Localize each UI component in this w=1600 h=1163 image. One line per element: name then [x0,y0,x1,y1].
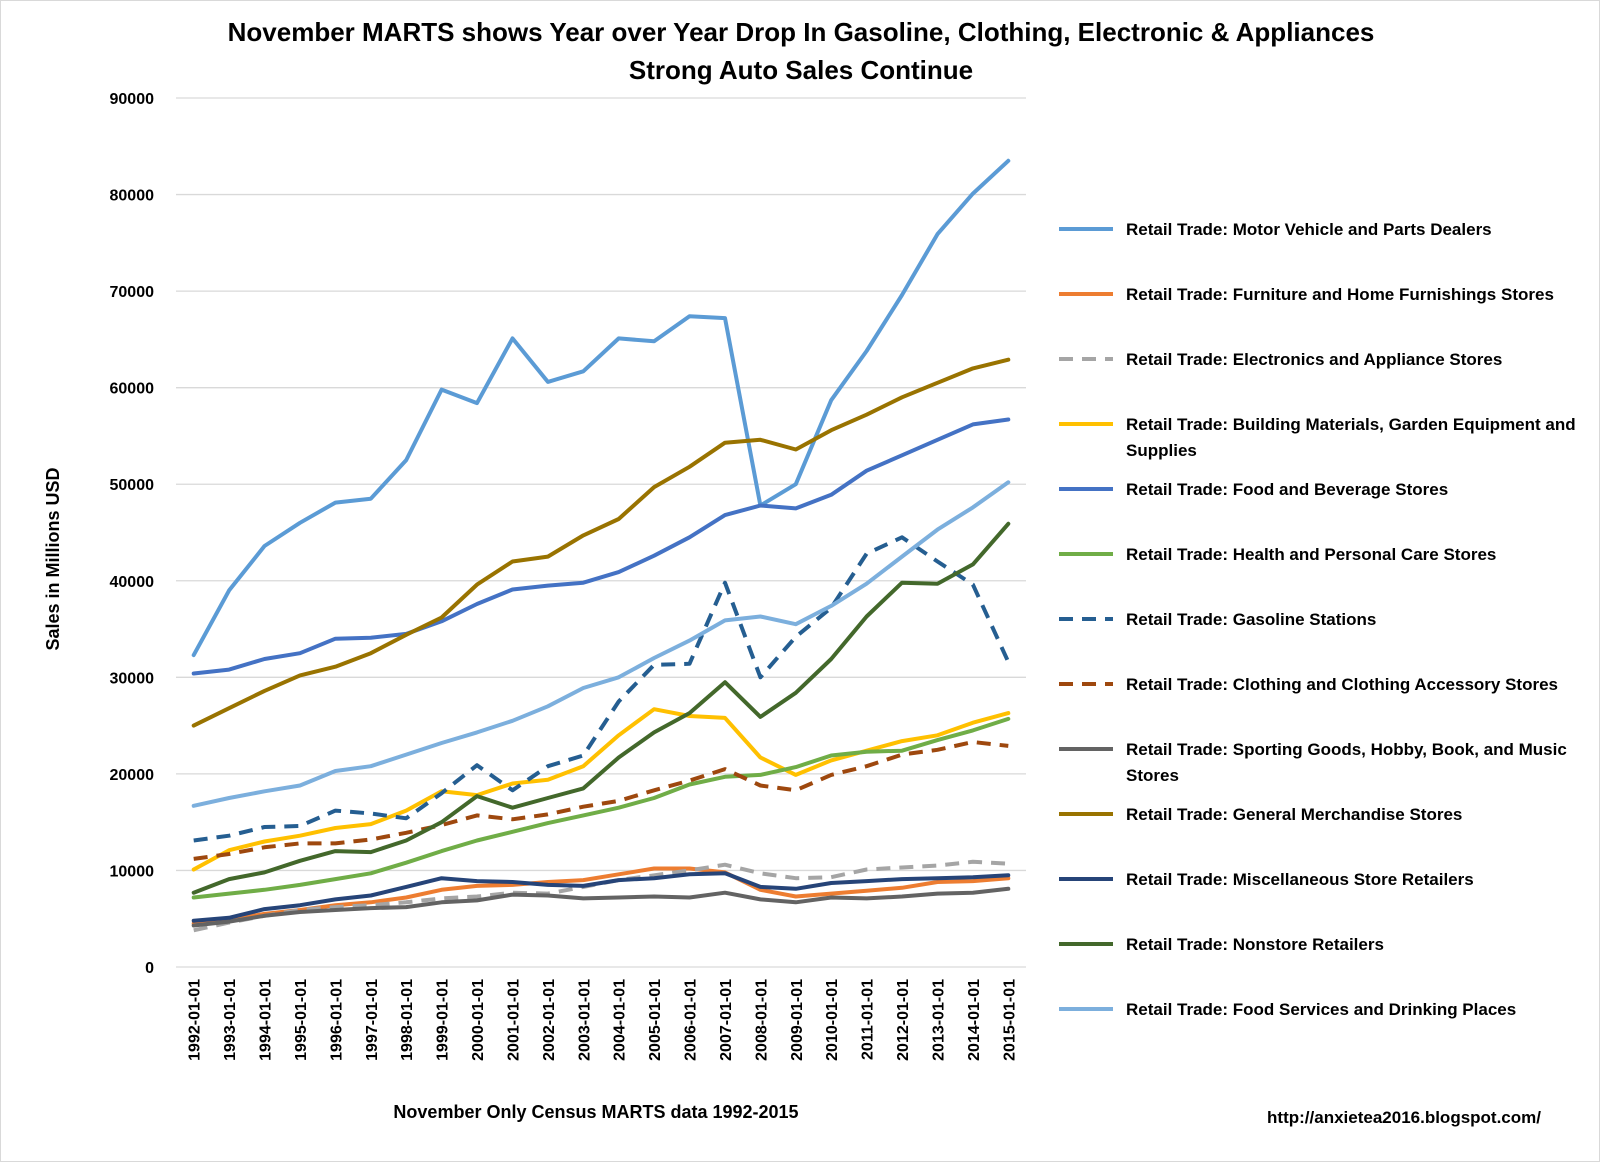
y-tick-label: 50000 [110,477,155,494]
x-tick-label: 2006-01-01 [683,979,700,1061]
x-tick-label: 1992-01-01 [187,979,204,1061]
legend-label: Retail Trade: Clothing and Clothing Acce… [1126,675,1558,694]
x-tick-label: 1993-01-01 [222,979,239,1061]
x-tick-label: 2010-01-01 [824,979,841,1061]
y-tick-label: 0 [145,960,154,977]
series-line [191,707,1011,872]
y-tick-label: 10000 [110,863,155,880]
y-axis-title: Sales in Millions USD [43,467,63,650]
legend-label: Retail Trade: Food Services and Drinking… [1126,1000,1516,1019]
series-line [191,521,1011,895]
x-tick-label: 1996-01-01 [328,979,345,1061]
x-tick-label: 2009-01-01 [789,979,806,1061]
x-tick-label: 2012-01-01 [895,979,912,1061]
legend: Retail Trade: Motor Vehicle and Parts De… [1059,220,1576,1019]
legend-label: Retail Trade: Gasoline Stations [1126,610,1376,629]
y-tick-label: 90000 [110,91,155,108]
x-tick-label: 2001-01-01 [505,979,522,1061]
series-line [193,740,1009,861]
legend-label: Retail Trade: Health and Personal Care S… [1126,545,1496,564]
x-tick-label: 1998-01-01 [399,979,416,1061]
series-line [191,480,1011,808]
legend-label: Retail Trade: Food and Beverage Stores [1126,480,1448,499]
series-line [191,357,1011,728]
y-tick-label: 40000 [110,574,155,591]
x-tick-label: 1997-01-01 [364,979,381,1061]
legend-label: Retail Trade: Motor Vehicle and Parts De… [1126,220,1492,239]
x-tick-label: 2005-01-01 [647,979,664,1061]
series-line [193,535,1011,843]
x-tick-label: 2011-01-01 [860,979,877,1060]
legend-label: Retail Trade: Miscellaneous Store Retail… [1126,870,1474,889]
x-tick-label: 2013-01-01 [930,979,947,1061]
x-tick-label: 2007-01-01 [718,979,735,1061]
x-tick-label: 1995-01-01 [293,979,310,1061]
y-tick-label: 20000 [110,767,155,784]
x-tick-label: 2003-01-01 [576,979,593,1061]
x-tick-label: 2008-01-01 [753,979,770,1061]
legend-label: Retail Trade: Nonstore Retailers [1126,935,1384,954]
x-tick-label: 1994-01-01 [258,979,275,1061]
series-lines [191,158,1011,933]
y-tick-label: 80000 [110,188,155,205]
y-tick-label: 70000 [110,284,155,301]
x-tick-label: 2002-01-01 [541,979,558,1061]
legend-label: Retail Trade: General Merchandise Stores [1126,805,1462,824]
x-tick-label: 2014-01-01 [966,979,983,1061]
legend-label: Retail Trade: Electronics and Appliance … [1126,350,1502,369]
series-line [191,871,1011,923]
series-line [191,886,1011,928]
x-tick-label: 2015-01-01 [1001,979,1018,1061]
x-axis-ticks: 1992-01-01 1993-01-01 1994-01-01 1995-01-01… [187,979,1019,1061]
x-tick-label: 1999-01-01 [435,979,452,1061]
source-url: http://anxietea2016.blogspot.com/ [1267,1108,1541,1127]
series-line [191,417,1011,676]
y-tick-label: 30000 [110,670,155,687]
x-tick-label: 2000-01-01 [470,979,487,1061]
y-axis-ticks: 0 10000 20000 30000 40000 50000 60000 70000 8000… [110,91,155,977]
legend-label: Retail Trade: Furniture and Home Furnish… [1126,285,1554,304]
x-tick-label: 2004-01-01 [612,979,629,1061]
x-axis-title: November Only Census MARTS data 1992-201… [393,1102,798,1122]
chart-title-line-2: Strong Auto Sales Continue [629,55,973,85]
series-line [191,716,1011,900]
legend-label: Retail Trade: Sporting Goods, Hobby, Boo… [1126,740,1567,785]
gridlines [176,97,1026,968]
chart-title-line-1: November MARTS shows Year over Year Drop… [228,17,1375,47]
y-tick-label: 60000 [110,381,155,398]
legend-label: Retail Trade: Building Materials, Garden… [1126,415,1576,460]
series-line [191,866,1011,926]
series-line [191,158,1011,658]
